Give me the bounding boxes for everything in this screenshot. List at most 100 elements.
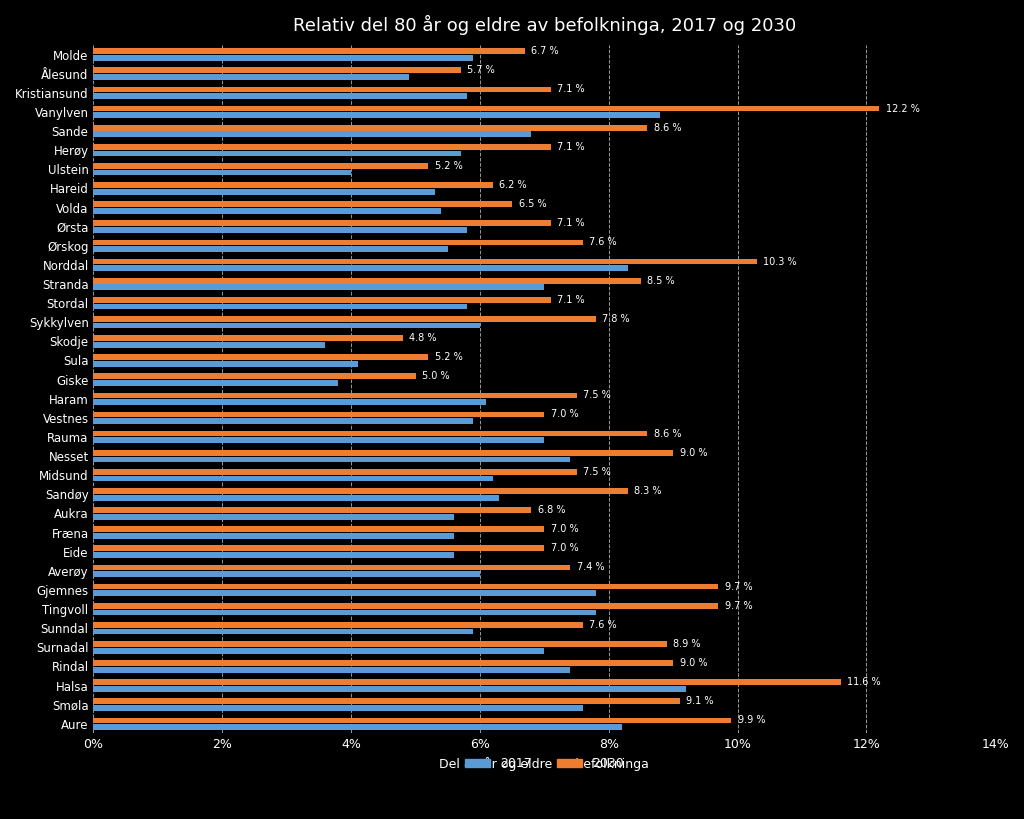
Bar [93, 622, 583, 627]
Bar [93, 67, 461, 73]
Text: 9.9 %: 9.9 % [737, 716, 765, 726]
Bar [93, 431, 647, 437]
Bar [93, 112, 660, 118]
Bar [93, 476, 493, 482]
Text: 7.5 %: 7.5 % [583, 391, 610, 400]
Bar [93, 456, 570, 462]
Text: 7.1 %: 7.1 % [557, 84, 585, 94]
Text: 7.6 %: 7.6 % [590, 238, 617, 247]
Bar [93, 705, 583, 711]
Text: 7.1 %: 7.1 % [557, 295, 585, 305]
Text: 8.6 %: 8.6 % [653, 123, 681, 133]
Bar [93, 419, 473, 424]
Bar [93, 355, 428, 360]
Bar [93, 527, 545, 532]
Bar [93, 648, 545, 654]
Bar [93, 609, 596, 615]
Bar [93, 572, 480, 577]
Bar [93, 284, 545, 290]
Bar [93, 124, 647, 130]
Text: 5.7 %: 5.7 % [467, 66, 495, 75]
Bar [93, 412, 545, 418]
Text: 7.1 %: 7.1 % [557, 219, 585, 229]
Text: 9.7 %: 9.7 % [725, 600, 753, 611]
Bar [93, 239, 583, 245]
Text: 5.0 %: 5.0 % [422, 371, 450, 382]
Bar [93, 208, 441, 214]
Bar [93, 450, 673, 455]
Bar [93, 629, 473, 635]
Legend: 2017, 2030: 2017, 2030 [460, 753, 629, 776]
Bar [93, 373, 416, 379]
Bar [93, 437, 545, 443]
Bar [93, 469, 577, 475]
Text: 5.2 %: 5.2 % [435, 352, 463, 362]
Bar [93, 584, 718, 590]
Text: 6.8 %: 6.8 % [538, 505, 565, 515]
Bar [93, 201, 512, 207]
Title: Relativ del 80 år og eldre av befolkninga, 2017 og 2030: Relativ del 80 år og eldre av befolkning… [293, 15, 796, 35]
Bar [93, 488, 628, 494]
Bar [93, 220, 551, 226]
Bar [93, 392, 577, 398]
Bar [93, 545, 545, 551]
Text: 7.0 %: 7.0 % [551, 410, 579, 419]
Text: 9.7 %: 9.7 % [725, 581, 753, 591]
Text: 8.6 %: 8.6 % [653, 428, 681, 439]
Text: 5.2 %: 5.2 % [435, 161, 463, 171]
Bar [93, 93, 467, 99]
Bar [93, 87, 551, 93]
Text: 4.8 %: 4.8 % [409, 333, 436, 343]
Bar [93, 660, 673, 666]
X-axis label: Del 80 år og eldre av befolkninga: Del 80 år og eldre av befolkninga [439, 757, 649, 771]
Bar [93, 106, 880, 111]
Bar [93, 514, 454, 520]
Bar [93, 259, 757, 265]
Bar [93, 316, 596, 322]
Text: 8.9 %: 8.9 % [673, 639, 700, 649]
Text: 11.6 %: 11.6 % [847, 677, 881, 687]
Bar [93, 679, 841, 685]
Bar [93, 724, 622, 730]
Bar [93, 55, 473, 61]
Bar [93, 361, 357, 367]
Text: 6.2 %: 6.2 % [500, 180, 527, 190]
Bar [93, 182, 493, 188]
Bar [93, 247, 447, 252]
Text: 7.1 %: 7.1 % [557, 142, 585, 152]
Text: 8.3 %: 8.3 % [635, 486, 662, 496]
Bar [93, 151, 461, 156]
Bar [93, 507, 531, 513]
Bar [93, 533, 454, 539]
Bar [93, 717, 731, 723]
Bar [93, 699, 680, 704]
Bar [93, 278, 641, 283]
Text: 10.3 %: 10.3 % [763, 256, 797, 266]
Bar [93, 590, 596, 596]
Text: 7.0 %: 7.0 % [551, 543, 579, 554]
Text: 9.1 %: 9.1 % [686, 696, 714, 706]
Text: 6.7 %: 6.7 % [531, 46, 559, 57]
Text: 8.5 %: 8.5 % [647, 276, 675, 286]
Text: 7.8 %: 7.8 % [602, 314, 630, 324]
Bar [93, 48, 525, 54]
Bar [93, 564, 570, 570]
Bar [93, 170, 351, 175]
Bar [93, 495, 500, 500]
Bar [93, 641, 667, 647]
Bar [93, 132, 531, 138]
Bar [93, 380, 338, 386]
Bar [93, 686, 686, 692]
Bar [93, 323, 480, 328]
Bar [93, 667, 570, 672]
Bar [93, 304, 467, 310]
Text: 6.5 %: 6.5 % [518, 199, 546, 209]
Bar [93, 342, 326, 347]
Bar [93, 335, 402, 341]
Text: 7.5 %: 7.5 % [583, 467, 610, 477]
Text: 9.0 %: 9.0 % [680, 658, 707, 668]
Bar [93, 227, 467, 233]
Text: 7.0 %: 7.0 % [551, 524, 579, 534]
Text: 9.0 %: 9.0 % [680, 448, 707, 458]
Bar [93, 552, 454, 558]
